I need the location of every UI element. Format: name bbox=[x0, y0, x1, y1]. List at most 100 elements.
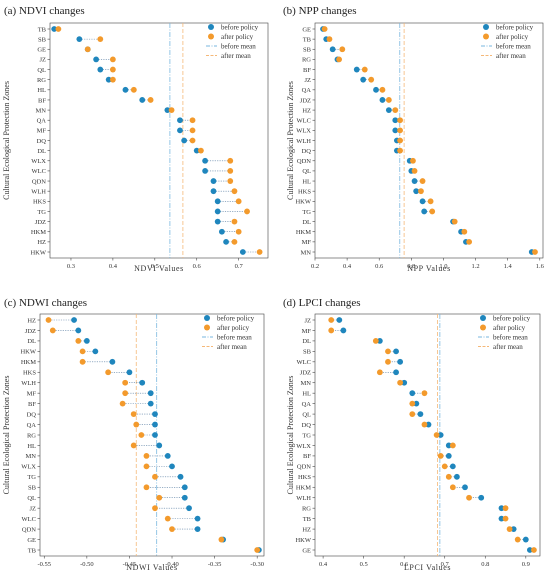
category-label: WLC bbox=[297, 359, 311, 366]
category-label: MN bbox=[301, 380, 312, 387]
after-point bbox=[231, 218, 238, 225]
before-point bbox=[139, 379, 146, 386]
x-tick-label: -0.30 bbox=[250, 561, 264, 568]
after-point bbox=[254, 547, 261, 553]
after-point bbox=[189, 137, 196, 144]
after-point bbox=[433, 432, 440, 438]
category-label: JDZ bbox=[25, 328, 36, 335]
category-label: TG bbox=[37, 209, 46, 216]
category-label: HKW bbox=[295, 537, 311, 544]
after-point bbox=[156, 494, 163, 501]
x-tick-label: -0.35 bbox=[208, 561, 222, 568]
after-point bbox=[451, 218, 458, 225]
category-label: MF bbox=[37, 128, 47, 135]
category-label: RG bbox=[27, 432, 36, 439]
category-label: QDN bbox=[297, 158, 311, 165]
category-label: BF bbox=[303, 67, 311, 74]
before-point bbox=[510, 526, 517, 532]
before-point bbox=[164, 107, 171, 113]
before-point bbox=[147, 400, 154, 407]
after-point bbox=[143, 484, 150, 491]
before-point bbox=[526, 547, 533, 553]
after-point bbox=[419, 178, 426, 184]
legend-after-mean: after mean bbox=[221, 52, 251, 60]
before-point bbox=[425, 421, 432, 428]
legend-before-mean: before mean bbox=[217, 333, 252, 341]
before-point bbox=[214, 198, 221, 205]
category-label: HKS bbox=[23, 370, 36, 377]
category-label: DQ bbox=[302, 148, 312, 155]
before-point bbox=[194, 515, 201, 522]
before-point bbox=[156, 442, 163, 449]
category-label: TG bbox=[27, 474, 36, 481]
after-point bbox=[385, 348, 391, 355]
after-point bbox=[79, 358, 86, 365]
category-label: QL bbox=[302, 411, 311, 418]
before-point bbox=[109, 358, 116, 365]
before-point bbox=[202, 168, 209, 174]
category-label: RG bbox=[302, 57, 311, 64]
before-point bbox=[239, 249, 246, 255]
x-tick-label: 1.6 bbox=[536, 263, 545, 270]
after-point bbox=[379, 86, 386, 93]
after-point bbox=[49, 327, 56, 334]
after-point bbox=[130, 411, 137, 417]
after-point bbox=[429, 208, 436, 215]
before-point bbox=[152, 432, 158, 438]
x-tick-label: 0.4 bbox=[319, 561, 328, 568]
y-axis-label: Cultural Ecological Protection Zones bbox=[2, 376, 11, 495]
before-point bbox=[401, 379, 408, 386]
after-point bbox=[445, 473, 452, 480]
after-point bbox=[461, 228, 468, 235]
category-label: HKM bbox=[296, 485, 311, 492]
before-point bbox=[393, 369, 399, 376]
before-point bbox=[336, 317, 343, 323]
after-point bbox=[227, 178, 234, 184]
x-tick-label: 0.3 bbox=[67, 263, 75, 270]
x-axis-label: NPP Values bbox=[407, 264, 451, 273]
after-point bbox=[361, 66, 368, 73]
before-point bbox=[340, 327, 347, 334]
after-point bbox=[235, 198, 242, 205]
category-label: TB bbox=[303, 516, 312, 523]
category-label: WLX bbox=[296, 443, 311, 450]
after-point bbox=[449, 484, 456, 491]
before-point bbox=[122, 86, 129, 93]
category-label: HL bbox=[302, 390, 311, 397]
before-point bbox=[214, 208, 221, 215]
category-label: JDZ bbox=[300, 370, 311, 377]
before-point bbox=[498, 505, 505, 512]
legend-before-marker bbox=[483, 24, 489, 30]
after-point bbox=[143, 463, 150, 470]
before-point bbox=[437, 432, 444, 438]
category-label: HKM bbox=[296, 229, 311, 236]
category-label: DQ bbox=[302, 422, 312, 429]
x-axis-label: NDWI Values bbox=[126, 563, 178, 572]
before-point bbox=[105, 76, 112, 83]
after-point bbox=[198, 147, 204, 154]
after-point bbox=[421, 390, 428, 397]
before-point bbox=[353, 66, 360, 73]
category-label: MN bbox=[301, 249, 312, 256]
category-label: WLH bbox=[296, 138, 311, 145]
after-point bbox=[397, 147, 403, 154]
before-point bbox=[379, 97, 386, 103]
before-point bbox=[522, 536, 529, 543]
after-point bbox=[326, 36, 333, 43]
after-point bbox=[376, 369, 383, 376]
chart-panel: (d) LPCI changes JZ MF DL SB WLC JDZ MN HL QA QL DQ… bbox=[283, 297, 541, 572]
category-label: QA bbox=[37, 118, 47, 125]
category-label: QDN bbox=[297, 464, 311, 471]
after-point bbox=[502, 505, 509, 512]
after-point bbox=[328, 317, 335, 323]
category-label: WLX bbox=[296, 128, 311, 135]
before-point bbox=[83, 338, 90, 344]
before-point bbox=[411, 178, 418, 184]
after-point bbox=[45, 317, 52, 323]
category-label: HKM bbox=[31, 229, 46, 236]
before-point bbox=[478, 494, 485, 501]
after-point bbox=[227, 157, 234, 164]
before-point bbox=[376, 338, 383, 344]
category-label: HKM bbox=[21, 359, 36, 366]
legend-before-marker bbox=[204, 315, 210, 321]
